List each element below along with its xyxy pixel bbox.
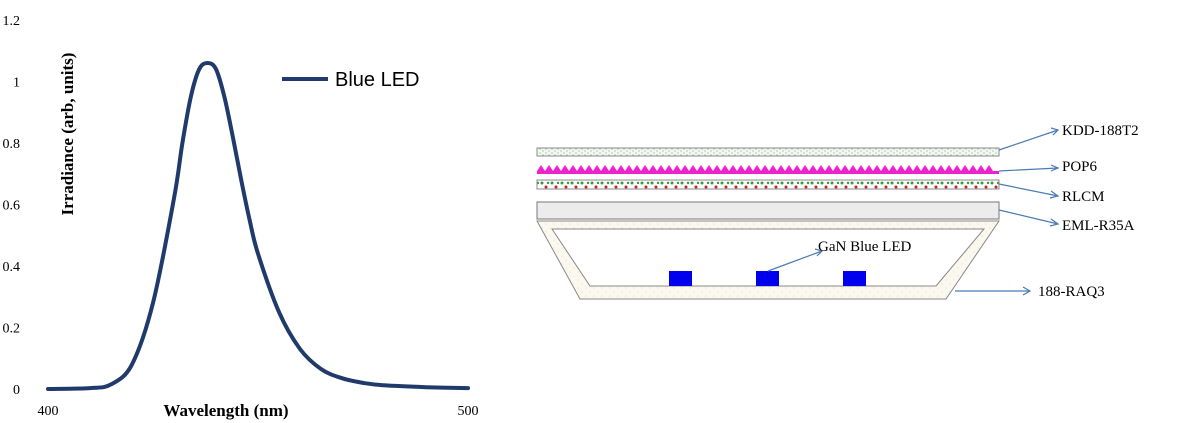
prism-tooth — [929, 165, 937, 171]
label-pop6: POP6 — [1062, 159, 1098, 175]
diffuser-layer — [536, 147, 1000, 157]
y-tick-label: 1 — [13, 76, 20, 91]
prism-tooth — [729, 165, 737, 171]
prism-tooth — [617, 165, 625, 171]
prism-tooth — [937, 165, 945, 171]
prism-tooth — [745, 165, 753, 171]
led-backlight-diagram: KDD-188T2 POP6 RLCM EML-R35A GaN Blue LE… — [536, 123, 1139, 300]
led-chip — [843, 271, 866, 286]
prism-tooth — [673, 165, 681, 171]
prism-tooth — [833, 165, 841, 171]
y-tick-label: 0.8 — [3, 137, 21, 152]
prism-tooth — [785, 165, 793, 171]
prism-tooth — [777, 165, 785, 171]
prism-tooth — [977, 165, 985, 171]
prism-tooth — [945, 165, 953, 171]
prism-tooth — [569, 165, 577, 171]
prism-tooth — [897, 165, 905, 171]
prism-tooth — [601, 165, 609, 171]
prism-tooth — [865, 165, 873, 171]
label-rlcm: RLCM — [1062, 189, 1105, 205]
prism-tooth — [657, 165, 665, 171]
prism-tooth — [625, 165, 633, 171]
prism-tooth — [905, 165, 913, 171]
prism-tooth — [545, 165, 553, 171]
prism-tooth — [817, 165, 825, 171]
prism-tooth — [577, 165, 585, 171]
x-tick-label: 400 — [38, 404, 59, 419]
prism-tooth — [537, 165, 545, 171]
x-axis-title: Wavelength (nm) — [163, 401, 288, 420]
prism-tooth — [721, 165, 729, 171]
prism-tooth — [881, 165, 889, 171]
prism-tooth — [793, 165, 801, 171]
prism-teeth — [537, 165, 993, 171]
prism-tooth — [713, 165, 721, 171]
prism-tooth — [609, 165, 617, 171]
prism-tooth — [681, 165, 689, 171]
eml-plate — [536, 201, 1000, 220]
y-tick-label: 0 — [13, 383, 20, 398]
rlcm-layer — [536, 179, 1000, 190]
prism-tooth — [697, 165, 705, 171]
prism-tooth — [969, 165, 977, 171]
x-tick-label: 500 — [458, 404, 479, 419]
series-line-blue-led — [46, 61, 470, 391]
prism-tooth — [985, 165, 993, 171]
prism-tooth — [553, 165, 561, 171]
prism-tooth — [641, 165, 649, 171]
prism-tooth — [801, 165, 809, 171]
prism-tooth — [585, 165, 593, 171]
line-chart: 0 0.2 0.4 0.6 0.8 1 1.2 400 500 Irradiance (arb… — [3, 14, 479, 420]
prism-tooth — [913, 165, 921, 171]
prism-tooth — [849, 165, 857, 171]
label-gan-blue-led: GaN Blue LED — [818, 239, 911, 255]
led-chip — [669, 271, 692, 286]
prism-tooth — [689, 165, 697, 171]
prism-tooth — [841, 165, 849, 171]
y-tick-label: 1.2 — [3, 14, 21, 29]
prism-tooth — [649, 165, 657, 171]
prism-tooth — [593, 165, 601, 171]
prism-tooth — [953, 165, 961, 171]
prism-tooth — [873, 165, 881, 171]
y-tick-label: 0.6 — [3, 199, 21, 214]
prism-tooth — [561, 165, 569, 171]
prism-tooth — [857, 165, 865, 171]
label-arrows — [767, 127, 1060, 296]
prism-tooth — [809, 165, 817, 171]
prism-tooth — [825, 165, 833, 171]
y-tick-label: 0.4 — [3, 260, 21, 275]
prism-tooth — [665, 165, 673, 171]
label-kdd-188t2: KDD-188T2 — [1062, 123, 1139, 139]
y-axis-title: Irradiance (arb, units) — [58, 53, 77, 216]
led-chip — [756, 271, 779, 286]
label-188-raq3: 188-RAQ3 — [1038, 284, 1105, 300]
prism-tooth — [633, 165, 641, 171]
prism-film-base — [537, 171, 999, 174]
prism-tooth — [889, 165, 897, 171]
housing-188-raq3 — [536, 220, 1000, 300]
prism-tooth — [769, 165, 777, 171]
label-eml-r35a: EML-R35A — [1062, 218, 1135, 234]
prism-tooth — [761, 165, 769, 171]
y-tick-label: 0.2 — [3, 322, 21, 337]
prism-tooth — [961, 165, 969, 171]
legend-label: Blue LED — [335, 69, 420, 91]
prism-tooth — [737, 165, 745, 171]
prism-tooth — [921, 165, 929, 171]
prism-tooth — [753, 165, 761, 171]
prism-tooth — [705, 165, 713, 171]
